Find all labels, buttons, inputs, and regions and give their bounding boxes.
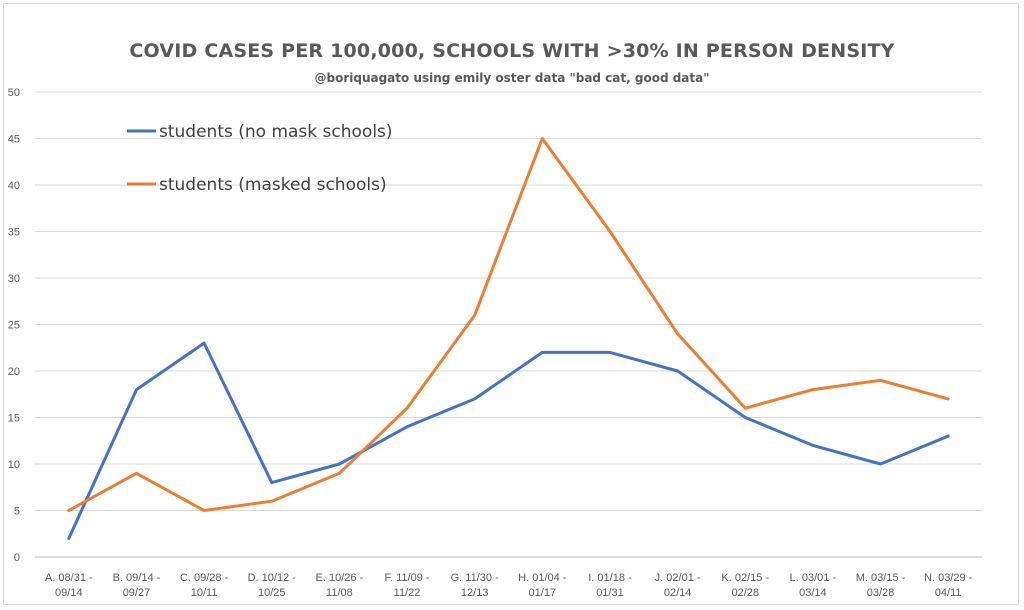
- x-tick-label: 03/14: [799, 587, 827, 599]
- legend-label: students (no mask schools): [159, 122, 393, 142]
- chart-frame: COVID CASES PER 100,000, SCHOOLS WITH >3…: [3, 3, 1019, 605]
- chart-subtitle: @boriquagato using emily oster data "bad…: [314, 71, 710, 85]
- x-tick-label: 01/31: [596, 587, 624, 599]
- chart-title: COVID CASES PER 100,000, SCHOOLS WITH >3…: [129, 40, 895, 62]
- legend-label: students (masked schools): [159, 175, 387, 195]
- y-tick-label: 40: [8, 180, 20, 192]
- x-tick-label: I. 01/18 -: [588, 572, 632, 584]
- y-tick-label: 35: [8, 227, 20, 239]
- x-tick-label: 10/11: [191, 587, 218, 599]
- x-tick-label: N. 03/29 -: [924, 572, 973, 584]
- legend: students (no mask schools) students (mask…: [127, 122, 393, 195]
- x-tick-label: 02/28: [731, 587, 759, 599]
- y-tick-label: 50: [8, 87, 20, 99]
- x-tick-label: L. 03/01 -: [790, 572, 837, 584]
- x-tick-label: F. 11/09 -: [385, 572, 430, 584]
- x-tick-label: C. 09/28 -: [180, 572, 229, 584]
- x-tick-label: 11/22: [394, 587, 421, 599]
- y-tick-label: 10: [8, 459, 20, 471]
- x-tick-label: D. 10/12 -: [248, 572, 297, 584]
- x-tick-label: E. 10/26 -: [316, 572, 364, 584]
- x-tick-label: G. 11/30 -: [451, 572, 499, 584]
- x-tick-label: 03/28: [867, 587, 895, 599]
- y-tick-label: 30: [8, 273, 20, 285]
- series-line-masked: [67, 137, 950, 512]
- x-tick-label: J. 02/01 -: [655, 572, 701, 584]
- x-tick-label: B. 09/14 -: [113, 572, 161, 584]
- x-tick-label: A. 08/31 -: [45, 572, 93, 584]
- y-tick-label: 5: [14, 506, 20, 518]
- x-tick-label: 12/13: [461, 587, 489, 599]
- y-tick-label: 0: [14, 552, 20, 564]
- x-tick-label: H. 01/04 -: [518, 572, 567, 584]
- series-line-no-mask: [67, 341, 950, 540]
- x-tick-label: 01/17: [529, 587, 557, 599]
- x-axis: A. 08/31 - 09/14 B. 09/14 - 09/27 C. 09/28 -…: [45, 572, 973, 599]
- x-tick-label: 11/08: [326, 587, 353, 599]
- x-tick-label: 09/14: [55, 587, 83, 599]
- x-tick-label: 02/14: [664, 587, 692, 599]
- x-tick-label: K. 02/15 -: [721, 572, 769, 584]
- y-tick-label: 45: [8, 134, 20, 146]
- y-tick-label: 25: [8, 320, 20, 332]
- x-tick-label: M. 03/15 -: [856, 572, 906, 584]
- y-tick-label: 15: [8, 413, 20, 425]
- gridlines: [35, 91, 982, 558]
- x-tick-label: 10/25: [258, 587, 286, 599]
- line-chart: 0 5 10 15 20 25 30 35 40 45 50 A. 08/31 - 09/14 B. 0…: [8, 87, 982, 599]
- x-tick-label: 09/27: [123, 587, 151, 599]
- x-tick-label: 04/11: [935, 587, 962, 599]
- y-tick-label: 20: [8, 366, 20, 378]
- series: [67, 137, 950, 540]
- y-axis: 0 5 10 15 20 25 30 35 40 45 50: [8, 87, 20, 564]
